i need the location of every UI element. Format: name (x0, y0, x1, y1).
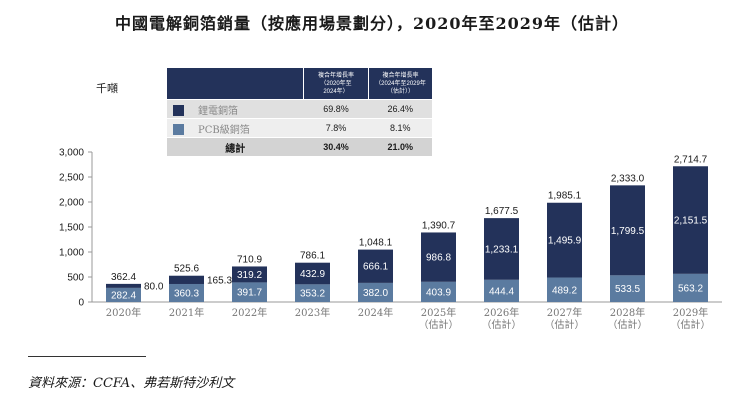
lithium-value-label: 1,495.9 (548, 236, 582, 247)
x-category-label: 2025年 (421, 306, 456, 319)
x-category-label: （估計） (419, 318, 459, 331)
bar-pcb-segment (358, 282, 393, 302)
x-category-label: （估計） (608, 318, 648, 331)
bar-pcb-segment (169, 283, 204, 302)
bar-pcb-segment (484, 279, 519, 302)
lithium-value-label: 2,151.5 (674, 216, 708, 227)
cagr-row-total: 總計 30.4% 21.0% (167, 137, 432, 156)
x-category-label: 2023年 (295, 306, 330, 319)
bar-lithium-segment (169, 275, 204, 284)
pcb-value-label: 282.4 (111, 290, 136, 301)
bar-lithium-segment (106, 283, 141, 288)
bar-lithium-segment (610, 185, 645, 276)
lithium-value-label: 986.8 (426, 253, 451, 264)
y-tick-label: 2,500 (59, 173, 84, 184)
x-category-label: （估計） (545, 318, 585, 331)
bar-pcb-segment (232, 282, 267, 302)
y-tick-label: 1,000 (59, 248, 84, 259)
unit-label: 千噸 (96, 82, 118, 95)
cagr-row-label: PCB級銅箔 (167, 118, 304, 138)
lithium-label: 鋰電銅箔 (198, 105, 238, 117)
pcb-swatch (173, 123, 184, 135)
pcb-value-label: 444.4 (489, 286, 514, 297)
cagr-total-2024-2029: 21.0% (368, 137, 432, 156)
cagr-header-2020-2024: 複合年增長率 （2020年至 2024年） (303, 68, 369, 100)
total-value-label: 2,333.0 (611, 173, 645, 184)
total-value-label: 1,048.1 (359, 238, 393, 249)
bar-lithium-segment (673, 166, 708, 274)
cagr-header-text-1: 複合年增長率 （2020年至 2024年） (317, 72, 354, 95)
cagr-row-pcb: PCB級銅箔 7.8% 8.1% (167, 118, 432, 138)
cagr-lithium-2024-2029: 26.4% (368, 99, 432, 119)
y-tick-label: 1,500 (59, 223, 84, 234)
lithium-value-label: 319.2 (237, 270, 262, 281)
total-value-label: 786.1 (300, 251, 325, 262)
x-category-label: 2024年 (358, 306, 393, 319)
cagr-table: 複合年增長率 （2020年至 2024年） 複合年增長率 （2024年至2029… (167, 68, 432, 156)
lithium-value-label: 432.9 (300, 269, 325, 280)
pcb-value-label: 391.7 (237, 288, 262, 299)
pcb-value-label: 563.2 (678, 283, 703, 294)
cagr-lithium-2020-2024: 69.8% (303, 99, 369, 119)
bar-pcb-segment (610, 275, 645, 302)
bar-pcb-segment (421, 281, 456, 302)
bar-pcb-segment (106, 287, 141, 302)
pcb-label: PCB級銅箔 (198, 124, 250, 136)
x-category-label: （估計） (482, 318, 522, 331)
cagr-row-lithium: 鋰電銅箔 69.8% 26.4% (167, 99, 432, 119)
x-category-label: 2029年 (673, 306, 708, 319)
y-tick-label: 2,000 (59, 198, 84, 209)
pcb-value-label: 489.2 (552, 285, 577, 296)
lithium-value-label: 666.1 (363, 262, 388, 273)
bar-lithium-segment (484, 218, 519, 280)
y-tick-label: 500 (67, 273, 84, 284)
total-value-label: 1,390.7 (422, 220, 456, 231)
cagr-total-2020-2024: 30.4% (303, 137, 369, 156)
y-tick-label: 0 (78, 298, 84, 309)
pcb-value-label: 382.0 (363, 288, 388, 299)
cagr-pcb-2020-2024: 7.8% (303, 118, 369, 138)
cagr-header-blank (167, 68, 304, 100)
total-value-label: 710.9 (237, 254, 262, 265)
bar-pcb-segment (295, 284, 330, 302)
bar-lithium-segment (547, 202, 582, 278)
x-category-label: 2026年 (484, 306, 519, 319)
cagr-header-2024-2029: 複合年增長率 （2024年至2029年 （估計）） (368, 68, 432, 100)
x-category-label: （估計） (671, 318, 711, 331)
lithium-value-label: 1,233.1 (485, 244, 519, 255)
lithium-value-label: 80.0 (144, 281, 164, 292)
total-value-label: 2,714.7 (674, 154, 708, 165)
x-category-label: 2028年 (610, 306, 645, 319)
pcb-value-label: 353.2 (300, 289, 325, 300)
cagr-pcb-2024-2029: 8.1% (368, 118, 432, 138)
bar-pcb-segment (673, 273, 708, 302)
bar-pcb-segment (547, 277, 582, 302)
total-value-label: 1,677.5 (485, 206, 519, 217)
total-value-label: 1,985.1 (548, 191, 582, 202)
total-value-label: 362.4 (111, 272, 136, 283)
lithium-value-label: 1,799.5 (611, 226, 645, 237)
pcb-value-label: 360.3 (174, 288, 199, 299)
pcb-value-label: 533.5 (615, 284, 640, 295)
cagr-header-text-2: 複合年增長率 （2024年至2029年 （估計）） (375, 72, 426, 95)
lithium-swatch (173, 104, 184, 116)
y-tick-label: 3,000 (59, 148, 84, 159)
pcb-value-label: 403.9 (426, 287, 451, 298)
footnote-divider (28, 356, 146, 357)
cagr-row-label: 鋰電銅箔 (167, 99, 304, 119)
x-category-label: 2022年 (232, 306, 267, 319)
cagr-total-label: 總計 (167, 137, 304, 156)
x-category-label: 2027年 (547, 306, 582, 319)
bar-lithium-segment (421, 232, 456, 282)
total-value-label: 525.6 (174, 264, 199, 275)
lithium-value-label: 165.3 (207, 275, 232, 286)
bar-lithium-segment (232, 266, 267, 283)
x-category-label: 2020年 (106, 306, 141, 319)
bar-lithium-segment (295, 262, 330, 285)
chart-title: 中國電解銅箔銷量（按應用場景劃分），2020年至2029年（估計） (114, 14, 630, 33)
x-category-label: 2021年 (169, 306, 204, 319)
bar-lithium-segment (358, 249, 393, 283)
source-note: 資料來源：CCFA、弗若斯特沙利文 (28, 376, 235, 391)
